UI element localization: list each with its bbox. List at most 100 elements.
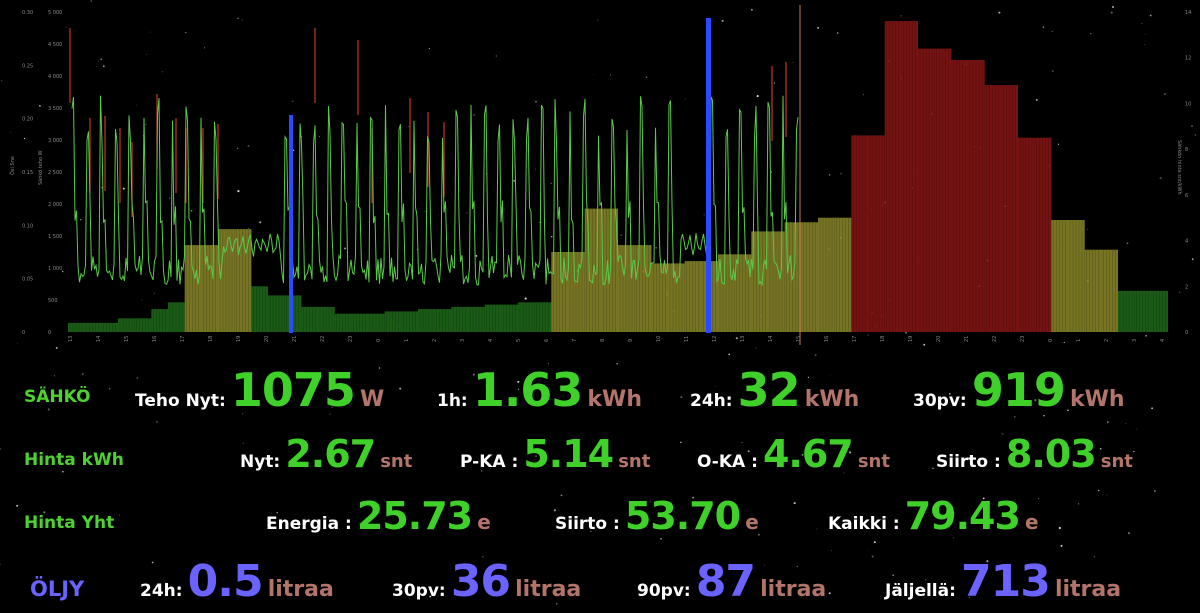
star (1133, 450, 1135, 453)
star (10, 131, 12, 133)
star (1052, 70, 1054, 72)
price-bar (734, 254, 752, 332)
star (550, 235, 553, 238)
oil-30pv-metric: 30pv: 36 litraa (392, 556, 581, 607)
star (499, 589, 502, 592)
star (616, 362, 618, 365)
oil-90pv-label: 90pv: (637, 581, 691, 601)
x-tick: 14 (96, 336, 102, 342)
price-bar (418, 309, 435, 332)
star (1111, 5, 1115, 9)
star (1014, 415, 1016, 418)
x-tick: 6 (544, 339, 550, 342)
power-spikes (69, 28, 787, 217)
price-pka-value: 5.14 (523, 432, 614, 476)
price-bar (118, 318, 135, 332)
star (61, 470, 64, 473)
star (136, 104, 138, 106)
left-axis: 0.30 0.25 0.20 0.15 0.10 0.05 0 5 000 4 500 4 000… (9, 10, 62, 336)
left-tick-b: 1 500 (48, 234, 62, 240)
star (242, 442, 244, 444)
star (1087, 228, 1089, 230)
cost-siirto-label: Siirto : (555, 514, 620, 534)
star (763, 564, 765, 566)
hinta-kwh-label: Hinta kWh (24, 450, 124, 470)
star (953, 537, 955, 539)
star (560, 494, 563, 497)
cost-siirto-value: 53.70 (624, 494, 741, 538)
star (136, 377, 139, 379)
star (592, 74, 594, 76)
x-tick: 17 (180, 336, 186, 342)
star (259, 221, 262, 224)
left-tick-b: 0 (48, 330, 51, 336)
star (725, 579, 727, 581)
x-tick: 12 (712, 336, 718, 342)
star (1062, 342, 1064, 344)
star (1060, 544, 1063, 547)
price-bar (151, 309, 168, 332)
star (92, 248, 94, 250)
star (153, 292, 156, 295)
energy-24h-label: 24h: (690, 391, 733, 411)
star (796, 565, 799, 568)
star (1042, 26, 1045, 29)
star (867, 334, 869, 336)
price-bar (68, 322, 85, 332)
star (1001, 432, 1004, 435)
left-tick-a: 0.25 (22, 63, 33, 69)
price-bar (568, 252, 585, 332)
star (1144, 44, 1145, 45)
oil-jaljella-label: Jäljellä: (885, 581, 956, 601)
x-tick: 4 (488, 339, 494, 342)
price-bar (768, 231, 785, 332)
star (747, 401, 748, 403)
star (692, 496, 694, 499)
cost-energia-value: 25.73 (356, 494, 473, 538)
star (1063, 341, 1065, 344)
right-axis: 14 12 10 8 6 4 2 0 Sähkön hinta snt/kWh (1176, 10, 1191, 336)
star (892, 574, 894, 576)
star (830, 549, 832, 551)
star (1097, 489, 1100, 492)
price-bar (868, 135, 885, 332)
right-axis-name: Sähkön hinta snt/kWh (1176, 140, 1182, 195)
price-bar (984, 85, 1002, 332)
star (1035, 98, 1038, 101)
star (225, 593, 227, 595)
price-bar (1034, 137, 1052, 332)
star (828, 592, 831, 595)
star (757, 533, 760, 536)
star (863, 94, 865, 96)
cost-siirto-unit: e (745, 510, 759, 534)
price-now-unit: snt (380, 451, 413, 472)
price-bar (1134, 290, 1152, 332)
star (773, 82, 775, 84)
star (589, 530, 592, 533)
cost-kaikki-value: 79.43 (904, 494, 1021, 538)
star (948, 392, 951, 395)
x-tick: 21 (292, 336, 298, 342)
price-bar (551, 252, 568, 332)
star (285, 587, 288, 590)
star (190, 209, 193, 212)
star (816, 528, 818, 530)
star (237, 17, 239, 19)
star (1179, 291, 1181, 293)
star (468, 119, 469, 121)
star (610, 74, 611, 76)
star (16, 504, 19, 507)
price-pka-label: P-KA : (460, 452, 519, 472)
x-tick: 0 (376, 339, 382, 342)
star (17, 342, 18, 344)
left-tick-b: 5 000 (48, 10, 62, 16)
teho-nyt-value: 1075 (230, 363, 356, 417)
star (1164, 93, 1166, 95)
star (1067, 409, 1069, 412)
star (1141, 23, 1143, 25)
star (23, 137, 26, 140)
star (932, 467, 934, 469)
star (801, 453, 804, 456)
x-tick: 16 (824, 336, 830, 342)
